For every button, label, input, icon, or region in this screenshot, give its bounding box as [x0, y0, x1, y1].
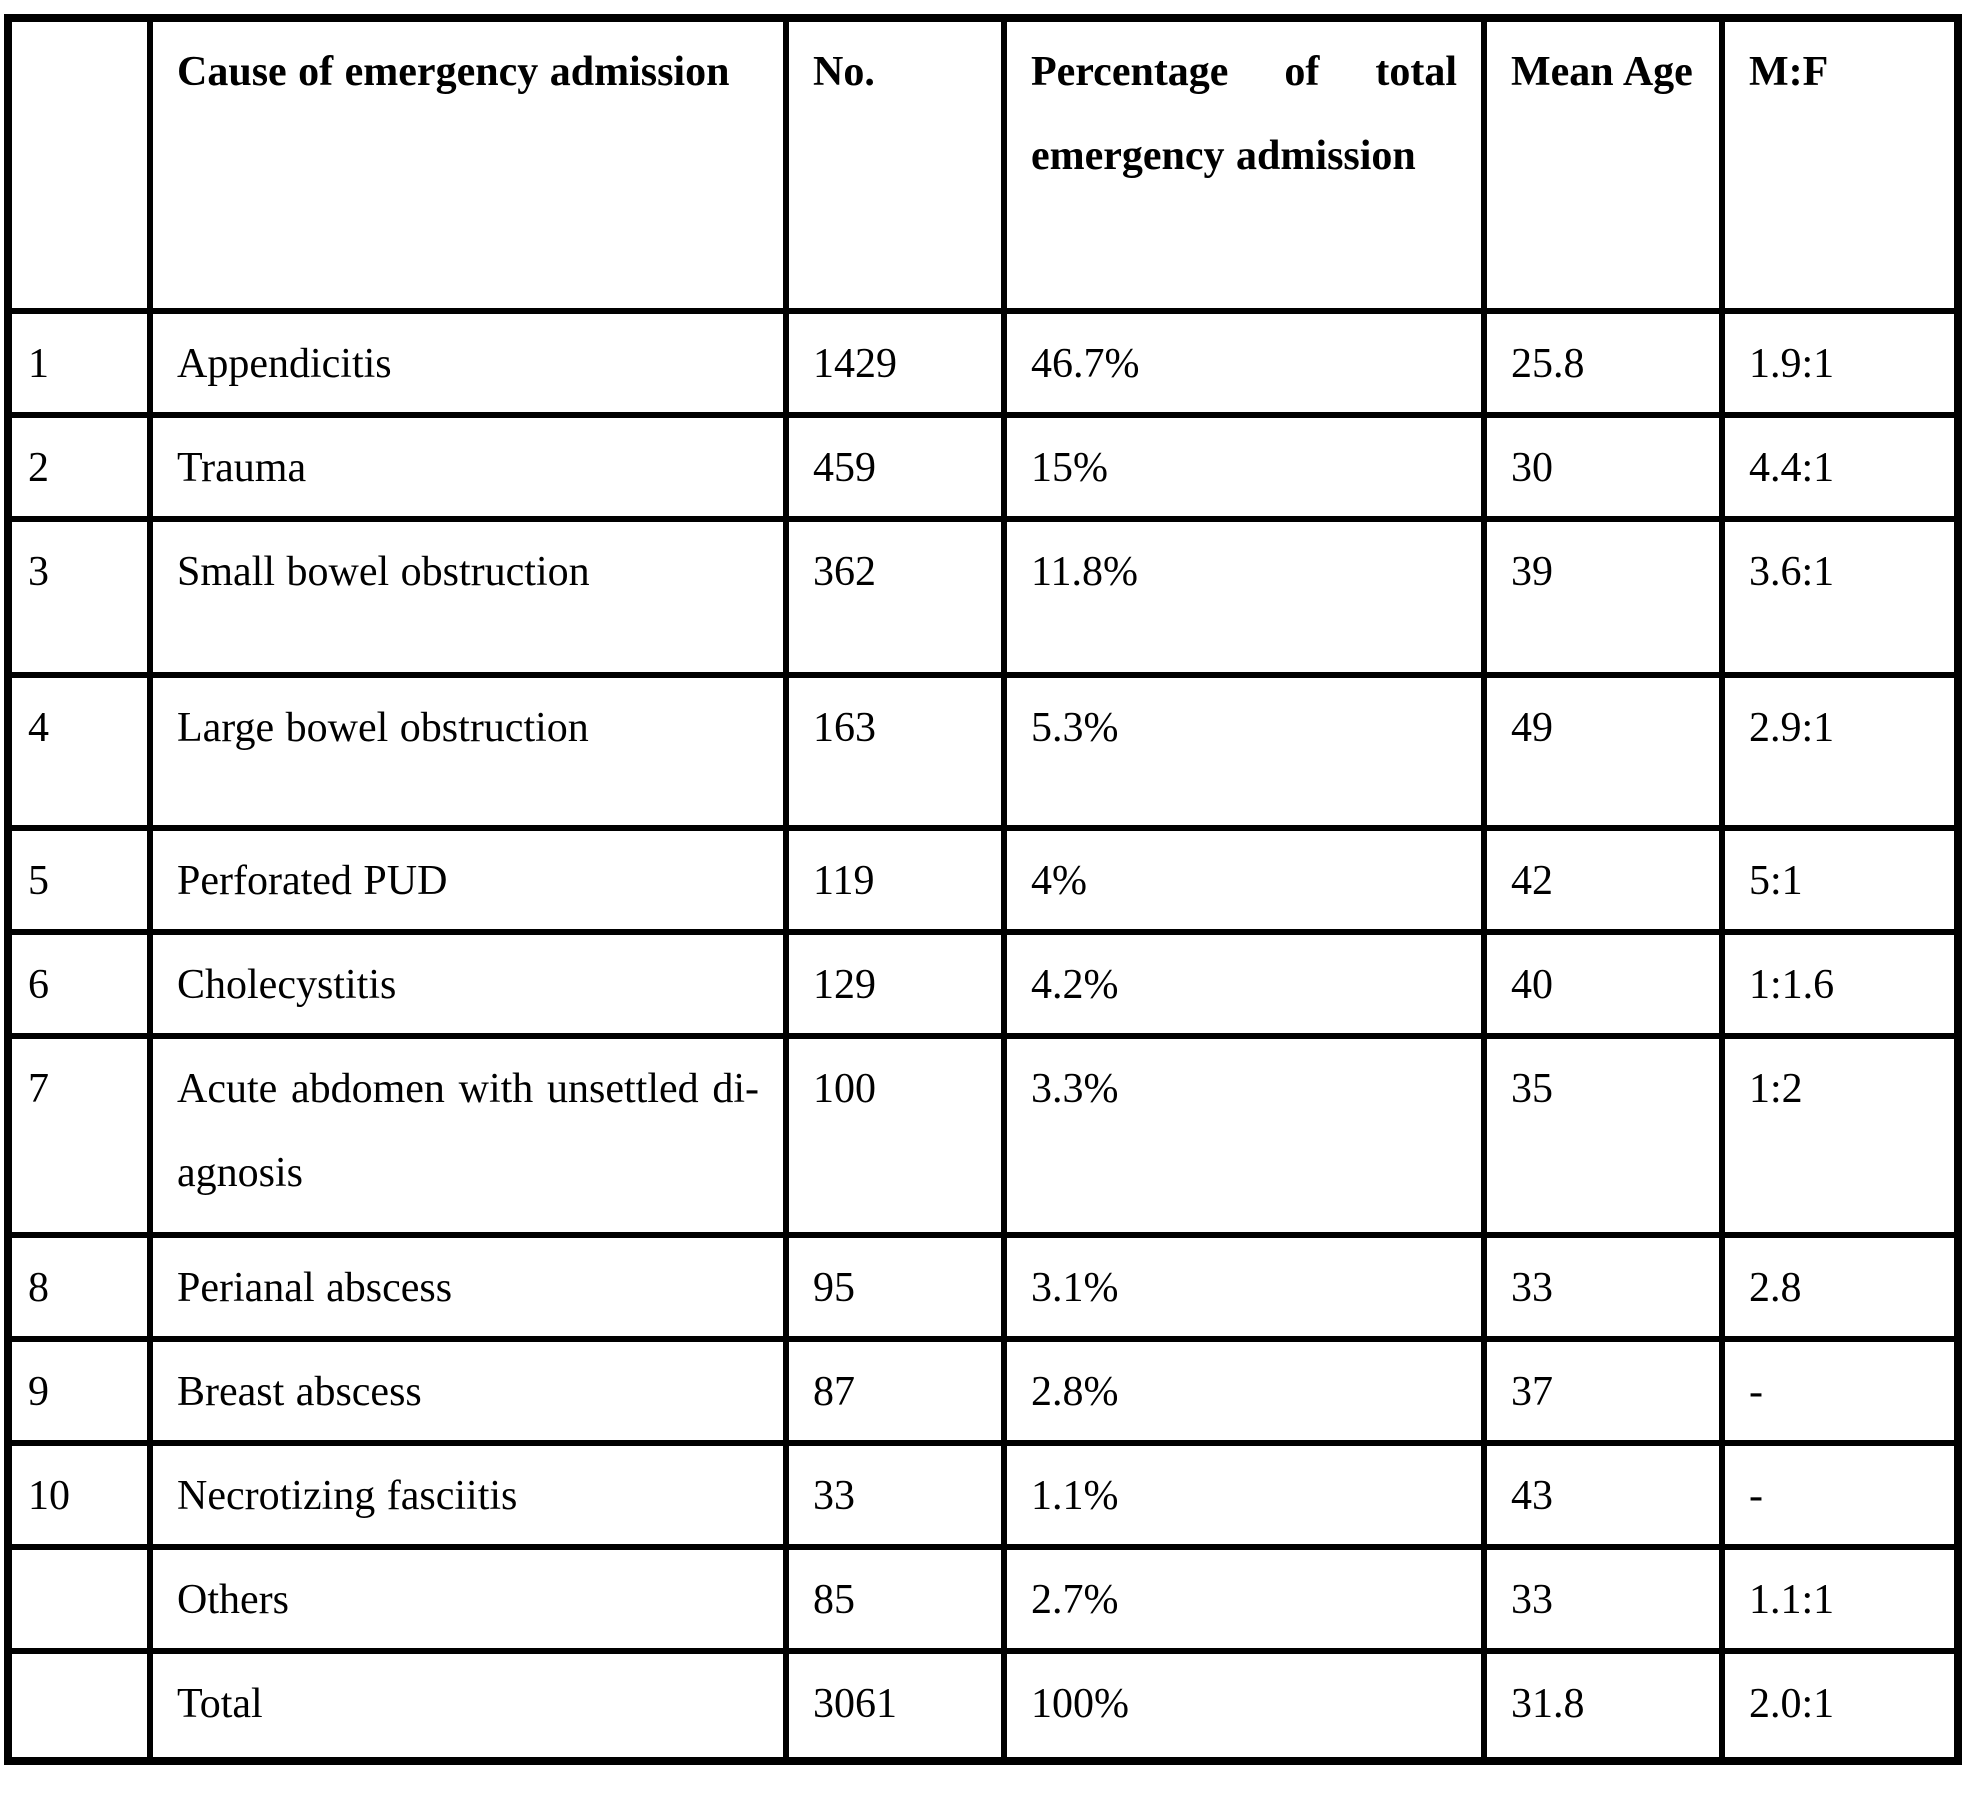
cell-age: 39	[1481, 516, 1725, 678]
header-cell-mf: M:F	[1719, 15, 1961, 314]
cell-no: 362	[783, 516, 1007, 678]
table-body: 1 Appendicitis 1429 46.7% 25.8 1.9:1 2 Trauma 45…	[5, 308, 1961, 1764]
cell-cause: Breast abscess	[147, 1336, 789, 1446]
table-row: 10 Necrotizing fasciitis 33 1.1% 43-	[5, 1440, 1961, 1550]
cell-num: 2	[5, 412, 153, 522]
cell-pct: 15%	[1001, 412, 1487, 522]
cell-no: 129	[783, 929, 1007, 1039]
header-cell-percentage: Percentage of total emergency admission	[1001, 15, 1487, 314]
cell-num: 1	[5, 308, 153, 418]
cell-num: 7	[5, 1033, 153, 1238]
cell-no: 87	[783, 1336, 1007, 1446]
cell-no: 163	[783, 672, 1007, 831]
cell-no: 119	[783, 825, 1007, 935]
header-cell-index	[5, 15, 153, 314]
cell-pct: 46.7%	[1001, 308, 1487, 418]
percentage-header-line: Percentage of total	[1031, 49, 1457, 95]
cell-num: 6	[5, 929, 153, 1039]
table-row: 2 Trauma 459 15% 30 4.4:1	[5, 412, 1961, 522]
emergency-admissions-table: Cause of emergency admission No. Percent…	[4, 14, 1962, 1765]
cell-age: 25.8	[1481, 308, 1725, 418]
cell-age: 43	[1481, 1440, 1725, 1550]
cell-num: 9	[5, 1336, 153, 1446]
header-cell-no: No.	[783, 15, 1007, 314]
cell-cause: Total	[147, 1648, 789, 1764]
cell-cause: Necrotizing fasciitis	[147, 1440, 789, 1550]
cell-no: 85	[783, 1544, 1007, 1654]
cell-num: 10	[5, 1440, 153, 1550]
cell-mf: 4.4:1	[1719, 412, 1961, 522]
table-row: 5 Perforated PUD 119 4% 42 5:1	[5, 825, 1961, 935]
header-row: Cause of emergency admission No. Percent…	[5, 15, 1961, 314]
cell-pct: 5.3%	[1001, 672, 1487, 831]
cell-pct: 4.2%	[1001, 929, 1487, 1039]
cell-cause: Large bowel obstruction	[147, 672, 789, 831]
cell-num: 3	[5, 516, 153, 678]
table-row: 3 Small bowel obstruction 362 11.8% 39 3.6:1	[5, 516, 1961, 678]
cell-mf: 1:2	[1719, 1033, 1961, 1238]
cell-age: 40	[1481, 929, 1725, 1039]
cell-mf: 2.9:1	[1719, 672, 1961, 831]
cell-num: 5	[5, 825, 153, 935]
table-row: 9 Breast abscess 87 2.8% 37-	[5, 1336, 1961, 1446]
cell-num: 8	[5, 1232, 153, 1342]
cell-mf: 2.8	[1719, 1232, 1961, 1342]
cell-age: 31.8	[1481, 1648, 1725, 1764]
cell-mf: -	[1719, 1440, 1961, 1550]
cell-age: 35	[1481, 1033, 1725, 1238]
cell-mf: 1.1:1	[1719, 1544, 1961, 1654]
cell-no: 95	[783, 1232, 1007, 1342]
cell-pct: 3.3%	[1001, 1033, 1487, 1238]
cell-mf: 1.9:1	[1719, 308, 1961, 418]
cell-age: 42	[1481, 825, 1725, 935]
percentage-header-line: emergency admission	[1031, 133, 1416, 179]
cell-mf: 5:1	[1719, 825, 1961, 935]
cell-age: 37	[1481, 1336, 1725, 1446]
cell-pct: 2.7%	[1001, 1544, 1487, 1654]
cause-line: agnosis	[177, 1150, 303, 1196]
cell-cause: Small bowel obstruction	[147, 516, 789, 678]
cell-cause: Cholecystitis	[147, 929, 789, 1039]
cell-pct: 3.1%	[1001, 1232, 1487, 1342]
header-cell-cause: Cause of emergency admission	[147, 15, 789, 314]
cell-no: 459	[783, 412, 1007, 522]
cell-num	[5, 1544, 153, 1654]
cell-num: 4	[5, 672, 153, 831]
cell-cause: Trauma	[147, 412, 789, 522]
cell-no: 1429	[783, 308, 1007, 418]
cell-age: 33	[1481, 1232, 1725, 1342]
table-row: Total 3061 100% 31.8 2.0:1	[5, 1648, 1961, 1764]
cell-no: 100	[783, 1033, 1007, 1238]
cell-num	[5, 1648, 153, 1764]
table-row: 1 Appendicitis 1429 46.7% 25.8 1.9:1	[5, 308, 1961, 418]
cell-age: 49	[1481, 672, 1725, 831]
cell-pct: 2.8%	[1001, 1336, 1487, 1446]
table-row: 4 Large bowel obstruction 163 5.3% 49 2.9:1	[5, 672, 1961, 831]
cell-cause: Perforated PUD	[147, 825, 789, 935]
cell-mf: -	[1719, 1336, 1961, 1446]
cell-pct: 11.8%	[1001, 516, 1487, 678]
table-row: 8 Perianal abscess 95 3.1% 33 2.8	[5, 1232, 1961, 1342]
cause-line: Acute abdomen with unsettled di-	[177, 1066, 759, 1112]
cell-age: 30	[1481, 412, 1725, 522]
table-row: Others 85 2.7% 33 1.1:1	[5, 1544, 1961, 1654]
cell-cause: Perianal abscess	[147, 1232, 789, 1342]
cell-mf: 1:1.6	[1719, 929, 1961, 1039]
cell-mf: 2.0:1	[1719, 1648, 1961, 1764]
cell-cause: Appendicitis	[147, 308, 789, 418]
cell-no: 3061	[783, 1648, 1007, 1764]
cell-pct: 4%	[1001, 825, 1487, 935]
cell-pct: 1.1%	[1001, 1440, 1487, 1550]
header-cell-mean-age: Mean Age	[1481, 15, 1725, 314]
cell-cause: Others	[147, 1544, 789, 1654]
table-row: 6 Cholecystitis 129 4.2% 40 1:1.6	[5, 929, 1961, 1039]
cell-age: 33	[1481, 1544, 1725, 1654]
cell-mf: 3.6:1	[1719, 516, 1961, 678]
cell-cause: Acute abdomen with unsettled di-agnosis	[147, 1033, 789, 1238]
cell-no: 33	[783, 1440, 1007, 1550]
cell-pct: 100%	[1001, 1648, 1487, 1764]
table-row: 7 Acute abdomen with unsettled di-agnosis…	[5, 1033, 1961, 1238]
